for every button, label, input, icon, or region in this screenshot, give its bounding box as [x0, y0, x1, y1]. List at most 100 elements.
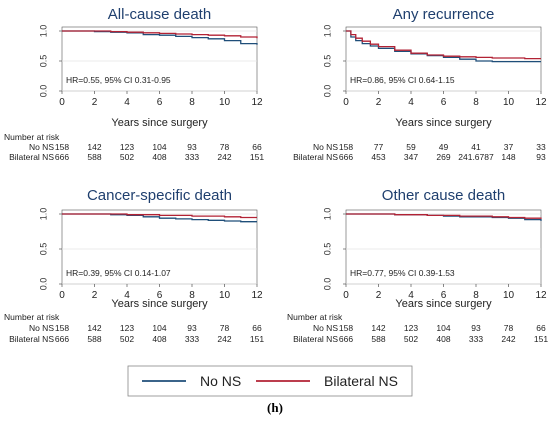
panel-3-xtick-label: 8 — [189, 290, 195, 301]
panel-4-risk-row-label: No NS — [313, 323, 338, 333]
panel-1-risk-value: 666 — [55, 152, 69, 162]
panel-2-risk-value: 347 — [404, 152, 418, 162]
panel-1-ytick-label: 0.0 — [38, 85, 48, 98]
panel-3-xtick-label: 10 — [219, 290, 231, 301]
panel-3-ytick-label: 0.5 — [38, 243, 48, 256]
panel-4-risk-value: 142 — [371, 323, 385, 333]
panel-2-xtick-label: 10 — [503, 97, 515, 108]
panel-1-title: All-cause death — [108, 6, 211, 23]
panel-4-xtick-label: 4 — [408, 290, 414, 301]
panel-3-risk-value: 142 — [87, 323, 101, 333]
panel-2-risk-value: 59 — [406, 142, 416, 152]
panel-1-risk-row-label: No NS — [29, 142, 54, 152]
panel-2-series-no-ns-line — [346, 30, 541, 63]
panel-4-risk-row-label: Bilateral NS — [293, 334, 338, 344]
panel-4-hr-annotation: HR=0.77, 95% CI 0.39-1.53 — [350, 268, 455, 278]
panel-1-risk-value: 104 — [152, 142, 166, 152]
panel-3-risk-value: 66 — [252, 323, 262, 333]
panel-1-xtick-label: 12 — [251, 97, 263, 108]
panel-4-risk-value: 333 — [469, 334, 483, 344]
panel-2-xtick-label: 6 — [441, 97, 447, 108]
panel-4-risk-value: 502 — [404, 334, 418, 344]
panel-1-xtick-label: 10 — [219, 97, 231, 108]
panel-2-ytick-label: 0.0 — [322, 85, 332, 98]
panel-1-series-bilateral-ns-line — [62, 30, 258, 39]
panel-4-risk-value: 408 — [436, 334, 450, 344]
panel-3-ytick-label: 1.0 — [38, 208, 48, 221]
panel-4-ytick-label: 1.0 — [322, 208, 332, 221]
panel-3-risk-heading: Number at risk — [4, 312, 60, 322]
panel-3-risk-value: 502 — [120, 334, 134, 344]
panel-2-risk-value: 37 — [504, 142, 514, 152]
panel-2-risk-value: 33 — [536, 142, 546, 152]
panel-1-risk-value: 78 — [220, 142, 230, 152]
panel-1-hr-annotation: HR=0.55, 95% CI 0.31-0.95 — [66, 75, 171, 85]
panel-2-xtick-label: 4 — [408, 97, 414, 108]
panel-3-xtick-label: 4 — [124, 290, 130, 301]
panel-2-hr-annotation: HR=0.86, 95% CI 0.64-1.15 — [350, 75, 455, 85]
panel-2-risk-value: 666 — [339, 152, 353, 162]
panel-4-risk-value: 93 — [471, 323, 481, 333]
panel-1-risk-row-label: Bilateral NS — [9, 152, 54, 162]
panel-4-xtick-label: 6 — [441, 290, 447, 301]
panel-2-risk-value: 453 — [371, 152, 385, 162]
panel-2-xtick-label: 2 — [376, 97, 382, 108]
panel-4-ytick-label: 0.0 — [322, 278, 332, 291]
panel-1-risk-value: 588 — [87, 152, 101, 162]
panel-3-xtick-label: 0 — [59, 290, 65, 301]
panel-2-risk-value: 241.6787 — [458, 152, 494, 162]
panel-4-series-bilateral-ns-line — [346, 213, 542, 219]
panel-1-xtick-label: 8 — [189, 97, 195, 108]
legend-label-bilateral-ns: Bilateral NS — [324, 373, 398, 389]
panel-1-risk-value: 123 — [120, 142, 134, 152]
panel-4-xlabel: Years since surgery — [395, 298, 492, 310]
panel-2-xtick-label: 8 — [473, 97, 479, 108]
panel-3-risk-row-label: No NS — [29, 323, 54, 333]
panel-4-xtick-label: 12 — [535, 290, 547, 301]
legend-label-no-ns: No NS — [200, 373, 241, 389]
panel-2-risk-value: 93 — [536, 152, 546, 162]
panel-4-xtick-label: 0 — [343, 290, 349, 301]
panel-4-risk-heading: Number at risk — [287, 312, 343, 322]
panel-1-risk-value: 142 — [87, 142, 101, 152]
panel-2-risk-value: 41 — [471, 142, 481, 152]
panel-1-risk-value: 242 — [217, 152, 231, 162]
panel-3-risk-value: 104 — [152, 323, 166, 333]
panel-1-xlabel: Years since surgery — [111, 117, 208, 129]
panel-3-risk-value: 242 — [217, 334, 231, 344]
panel-1-risk-value: 408 — [152, 152, 166, 162]
panel-3-risk-value: 588 — [87, 334, 101, 344]
panel-1-risk-value: 93 — [187, 142, 197, 152]
panel-4-risk-value: 588 — [371, 334, 385, 344]
panel-2-risk-value: 148 — [501, 152, 515, 162]
panel-2-title: Any recurrence — [393, 6, 495, 23]
panel-2-risk-value: 49 — [439, 142, 449, 152]
panel-1-xtick-label: 0 — [59, 97, 65, 108]
panel-4-risk-value: 666 — [339, 334, 353, 344]
panel-1-risk-value: 333 — [185, 152, 199, 162]
panel-3-risk-value: 158 — [55, 323, 69, 333]
panel-2-xtick-label: 0 — [343, 97, 349, 108]
panel-3-series-bilateral-ns-line — [62, 213, 257, 219]
panel-3-xlabel: Years since surgery — [111, 298, 208, 310]
panel-1-risk-value: 502 — [120, 152, 134, 162]
figure-caption: (h) — [267, 400, 283, 415]
panel-2-ytick-label: 0.5 — [322, 55, 332, 68]
panel-4-xtick-label: 8 — [473, 290, 479, 301]
panel-3-xtick-label: 6 — [157, 290, 163, 301]
panel-4-risk-value: 242 — [501, 334, 515, 344]
panel-4-risk-value: 158 — [339, 323, 353, 333]
panel-4-risk-value: 123 — [404, 323, 418, 333]
km-figure: All-cause death 0.0 0.5 1.0 0 2 4 6 8 10 12 Years s… — [4, 6, 548, 397]
panel-3-risk-value: 333 — [185, 334, 199, 344]
panel-4-xtick-label: 2 — [376, 290, 382, 301]
panel-2-risk-row-label: No NS — [313, 142, 338, 152]
panel-3-risk-value: 78 — [220, 323, 230, 333]
panel-3-risk-value: 123 — [120, 323, 134, 333]
panel-2-risk-value: 158 — [339, 142, 353, 152]
panel-1-ytick-label: 1.0 — [38, 25, 48, 38]
panel-3-risk-value: 666 — [55, 334, 69, 344]
panel-3-ytick-label: 0.0 — [38, 278, 48, 291]
panel-4-title: Other cause death — [382, 187, 505, 204]
panel-4-risk-value: 78 — [504, 323, 514, 333]
